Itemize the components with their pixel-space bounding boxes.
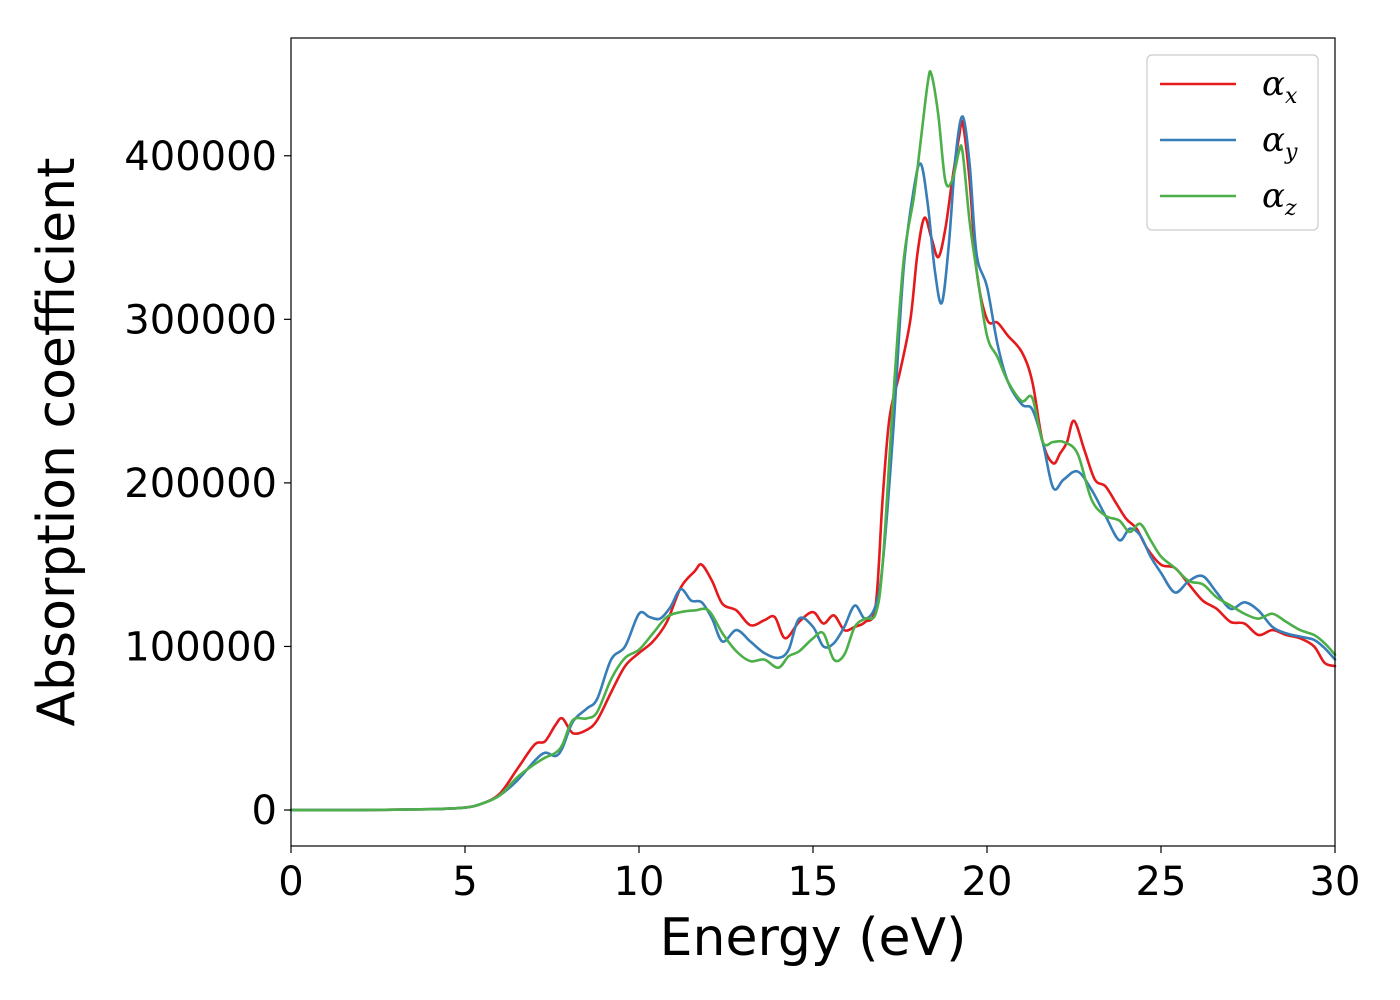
y-tick-label: 100000 [124,624,277,670]
x-tick-label: 10 [614,859,665,905]
x-tick-label: 20 [962,859,1013,905]
series-layer [289,69,1337,812]
legend-label-x: αx [1262,64,1298,109]
series-line-z [289,69,1337,812]
y-tick-label: 200000 [124,461,277,507]
x-tick-label: 30 [1310,859,1361,905]
x-axis-label: Energy (eV) [660,908,967,968]
y-axis: 0 100000 200000 300000 400000 [124,134,291,834]
series-line-x [289,119,1337,812]
x-axis: 0 5 10 15 20 25 30 [278,846,1360,905]
legend: αx αy αz [1146,54,1319,231]
x-tick-label: 15 [788,859,839,905]
legend-box [1146,54,1319,231]
series-line-y [289,115,1337,812]
x-tick-label: 5 [452,859,477,905]
x-tick-label: 0 [278,859,303,905]
legend-label-y: αy [1262,120,1298,165]
y-tick-label: 0 [252,788,277,834]
y-axis-label: Absorption coefficient [27,157,87,726]
legend-label-z: αz [1262,176,1297,221]
x-tick-label: 25 [1136,859,1187,905]
y-tick-label: 300000 [124,297,277,343]
y-tick-label: 400000 [124,134,277,180]
